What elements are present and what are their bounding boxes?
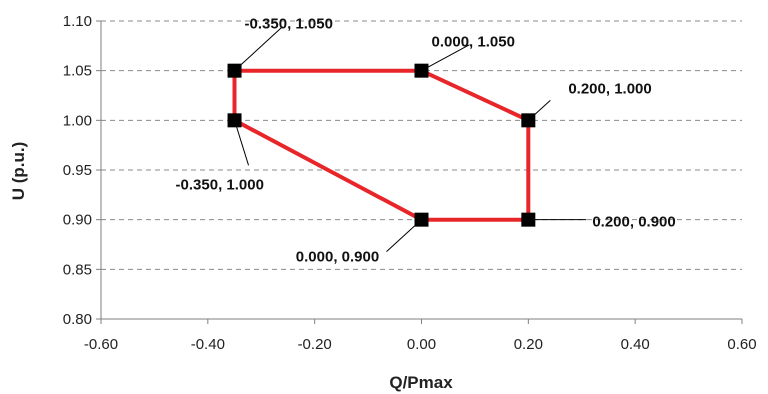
axes — [96, 20, 743, 324]
x-tick-label: -0.40 — [191, 336, 225, 353]
y-tick-label: 0.90 — [63, 212, 92, 229]
data-label-leader — [386, 219, 422, 253]
y-tick-label: 1.10 — [63, 13, 92, 30]
x-tick-label: 0.60 — [727, 336, 756, 353]
gridlines — [101, 20, 742, 270]
series — [227, 63, 536, 227]
y-tick-label: 0.85 — [63, 261, 92, 278]
data-label-leader — [527, 99, 551, 121]
x-tick-label: 0.00 — [407, 336, 436, 353]
data-labels: -0.350, 1.050 0.000, 1.050 0.200, 1.000 0.2… — [176, 16, 676, 266]
x-tick-label: 0.40 — [621, 336, 650, 353]
data-label: 0.000, 1.050 — [432, 34, 515, 51]
data-label-leader — [234, 120, 250, 166]
series-line — [232, 68, 531, 222]
y-tick-label: 1.05 — [63, 63, 92, 80]
y-tick-label: 0.80 — [63, 311, 92, 328]
data-label: 0.200, 0.900 — [592, 214, 675, 231]
data-label-leader — [234, 26, 283, 72]
x-tick-label: -0.60 — [84, 336, 118, 353]
tick-labels: 0.80 0.85 0.90 0.95 1.00 1.05 1.10 -0.60 -0.40 -0… — [63, 13, 757, 353]
x-tick-label: -0.20 — [298, 336, 332, 353]
y-axis-title: U (p.u.) — [9, 142, 28, 201]
data-label: 0.000, 0.900 — [296, 249, 379, 266]
y-tick-label: 1.00 — [63, 112, 92, 129]
x-axis-title: Q/Pmax — [389, 373, 453, 392]
data-label-leader — [421, 44, 470, 72]
y-tick-label: 0.95 — [63, 162, 92, 179]
data-point-marker — [414, 63, 429, 78]
x-tick-label: 0.20 — [514, 336, 543, 353]
data-label: -0.350, 1.050 — [245, 16, 333, 33]
data-label: -0.350, 1.000 — [176, 176, 264, 193]
data-label: 0.200, 1.000 — [568, 80, 651, 97]
